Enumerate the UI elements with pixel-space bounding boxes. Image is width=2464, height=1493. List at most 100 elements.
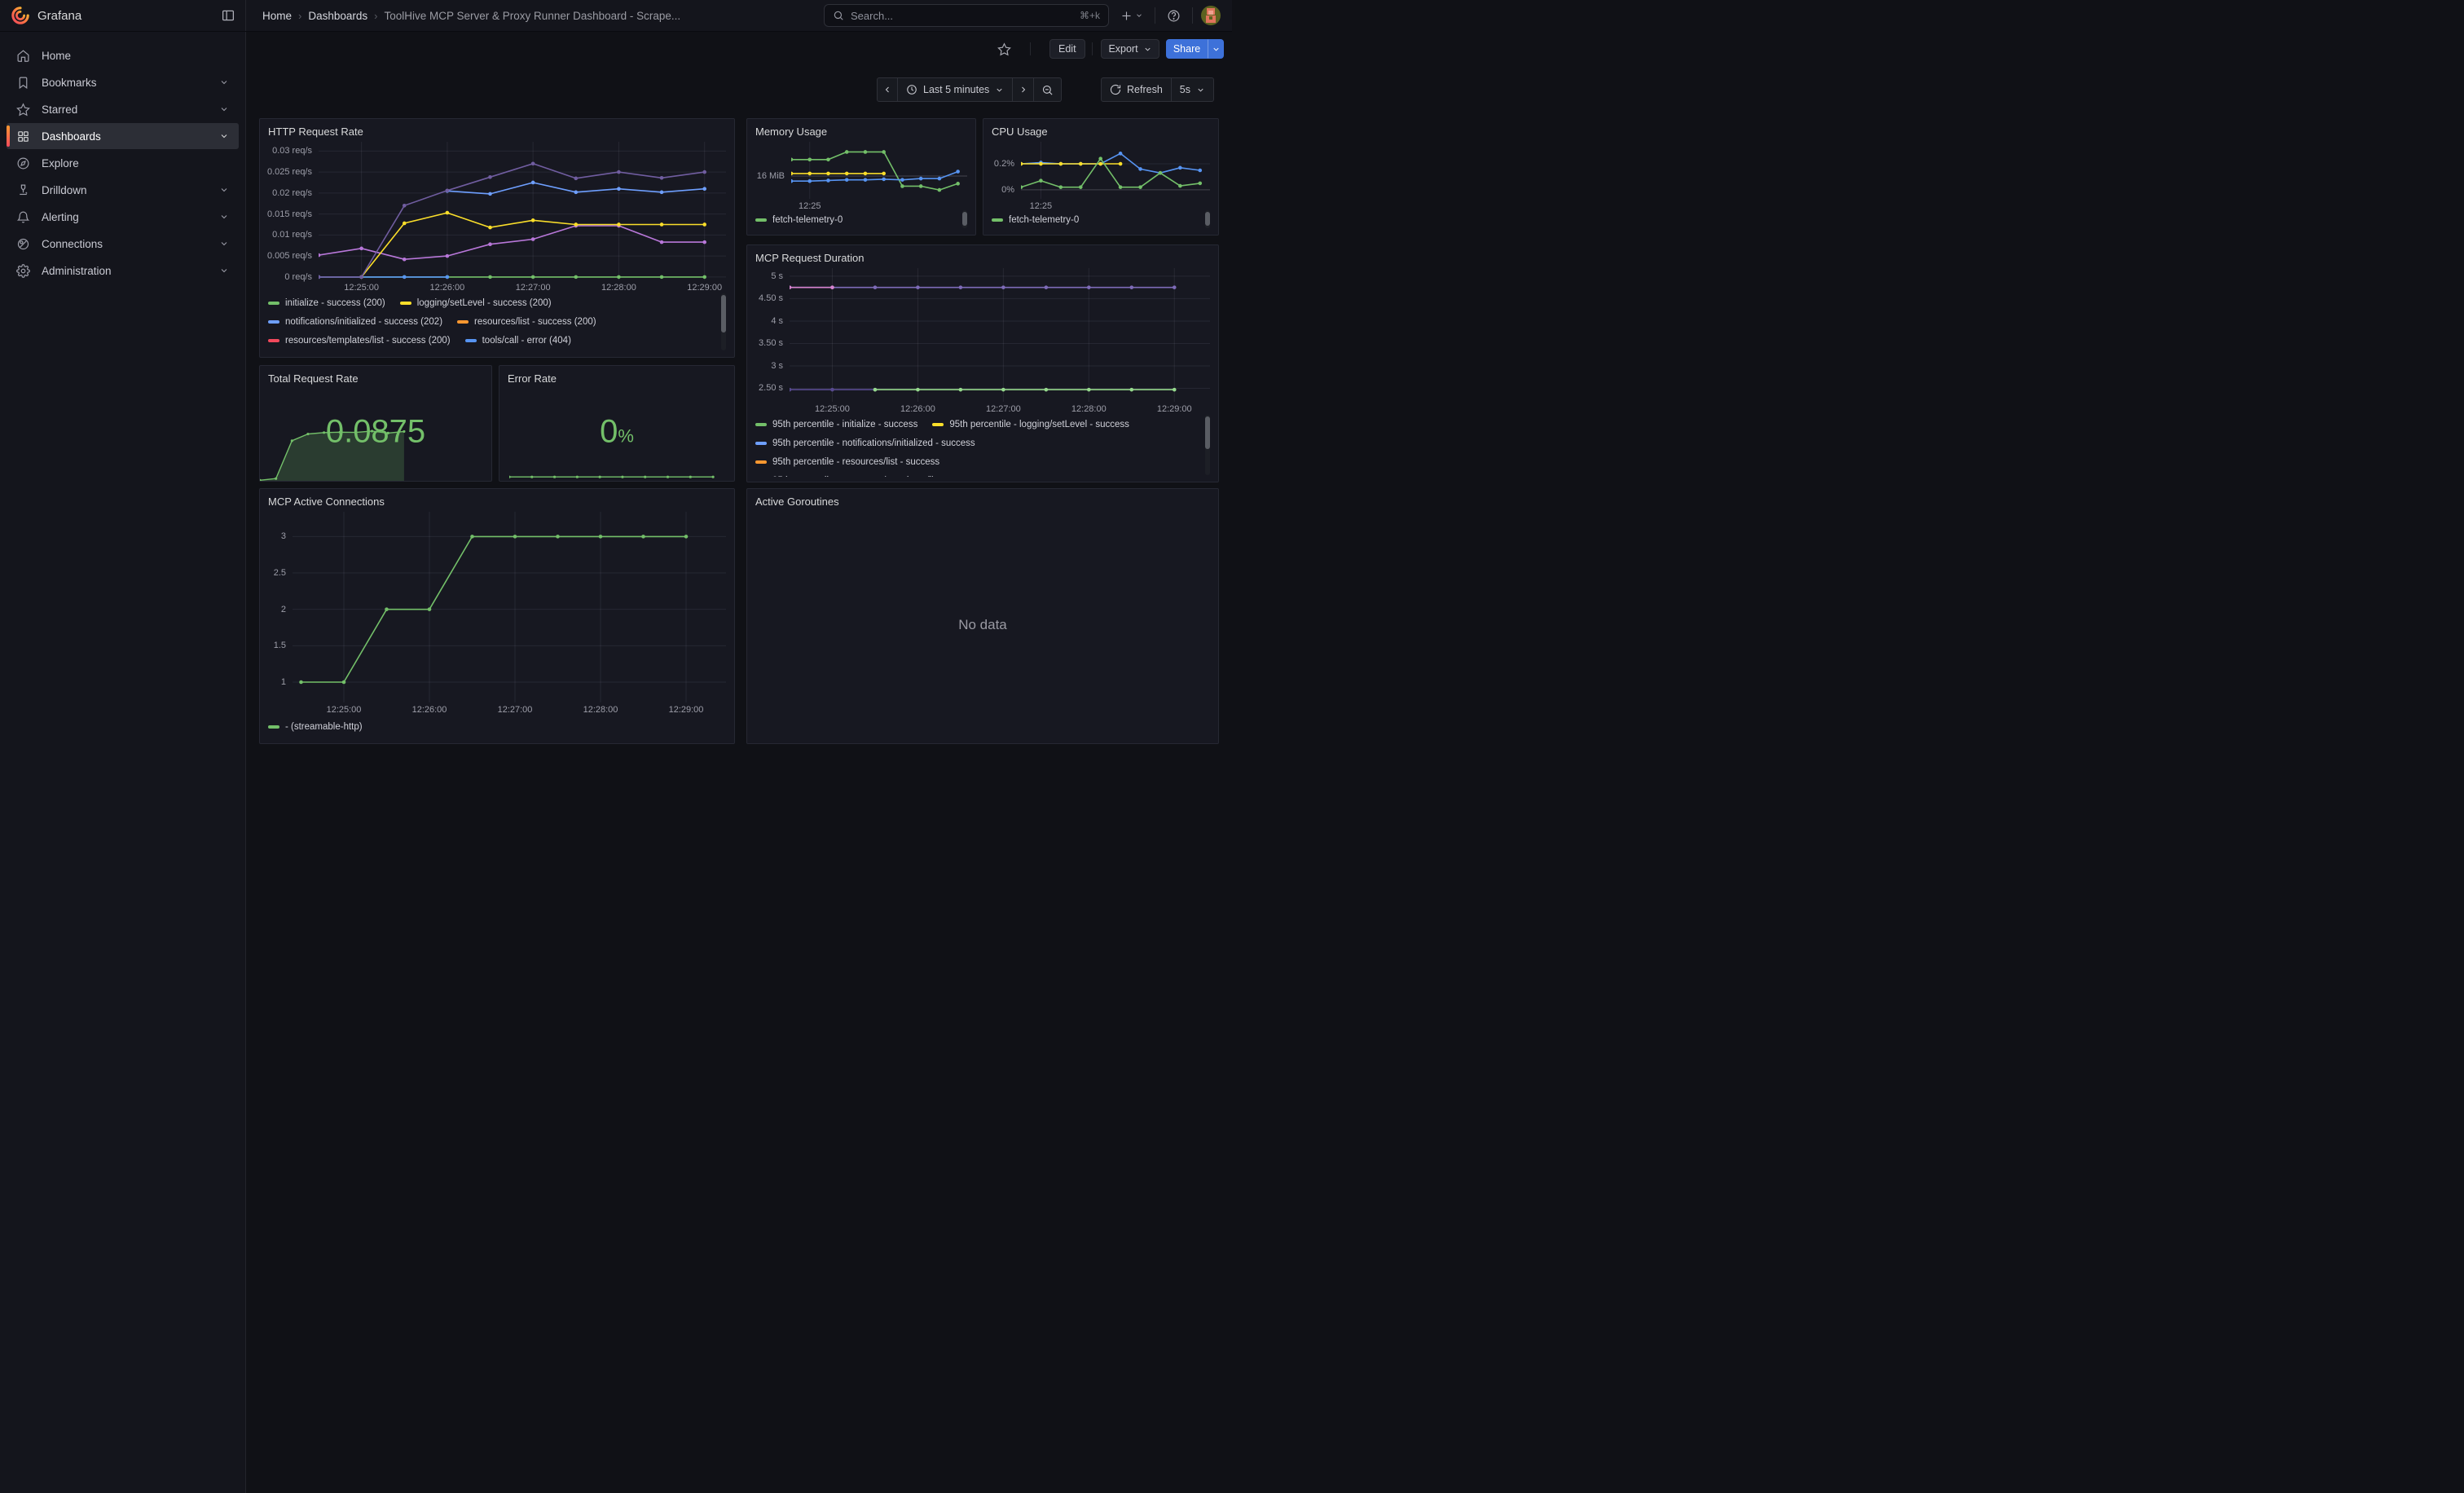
chevron-down-icon: [219, 131, 229, 141]
legend-label: fetch-telemetry-0: [772, 215, 843, 225]
panel-title[interactable]: Total Request Rate: [268, 371, 483, 389]
active-indicator: [7, 126, 10, 147]
breadcrumb-dashboards[interactable]: Dashboards: [308, 10, 367, 22]
panel-mcp-request-duration: MCP Request Duration 5 s4.50 s4 s3.50 s3…: [746, 244, 1219, 482]
chevron-down-icon: [219, 77, 229, 87]
time-range-back-button[interactable]: [877, 77, 898, 102]
legend-item[interactable]: fetch-telemetry-0: [992, 215, 1079, 225]
legend-swatch: [755, 460, 767, 464]
mcp-active-connections-chart[interactable]: 11.522.5312:25:0012:26:0012:27:0012:28:0…: [268, 512, 726, 717]
legend-label: 95th percentile - notifications/initiali…: [772, 438, 975, 448]
panel-title[interactable]: MCP Active Connections: [268, 494, 726, 512]
bookmark-icon: [16, 76, 30, 90]
legend-swatch: [755, 423, 767, 426]
legend-swatch: [465, 339, 477, 342]
sidebar-item-dashboards[interactable]: Dashboards: [7, 123, 239, 149]
time-range-picker[interactable]: Last 5 minutes: [898, 77, 1013, 102]
share-dropdown-button[interactable]: [1208, 39, 1224, 59]
panel-title[interactable]: Error Rate: [508, 371, 726, 389]
drilldown-icon: [16, 183, 30, 197]
legend-scrollbar[interactable]: [1205, 415, 1210, 475]
refresh-icon: [1110, 84, 1121, 95]
sidebar-item-bookmarks[interactable]: Bookmarks: [7, 69, 239, 95]
legend-item[interactable]: 95th percentile - notifications/initiali…: [755, 438, 975, 448]
sidebar-item-starred[interactable]: Starred: [7, 96, 239, 122]
panel-title[interactable]: MCP Request Duration: [755, 250, 1210, 268]
panel-error-rate: Error Rate 0%: [499, 365, 735, 482]
stat-body: 0.0875: [268, 389, 483, 476]
share-button[interactable]: Share: [1166, 39, 1208, 59]
user-avatar[interactable]: [1201, 6, 1221, 25]
time-range-forward-button[interactable]: [1013, 77, 1034, 102]
legend-item[interactable]: 95th percentile - resources/list - succe…: [755, 457, 939, 467]
cpu-usage-chart[interactable]: 0.2%0%12:25: [992, 142, 1210, 210]
legend-label: initialize - success (200): [285, 298, 385, 308]
legend-item[interactable]: - (streamable-http): [268, 722, 363, 732]
sidebar-item-label: Connections: [42, 238, 208, 250]
cpu-legend: fetch-telemetry-0: [992, 210, 1210, 230]
panel-active-goroutines: Active Goroutines No data: [746, 488, 1219, 744]
panel-title[interactable]: CPU Usage: [992, 124, 1210, 142]
sidebar-item-label: Home: [42, 50, 229, 62]
search-input[interactable]: [851, 10, 1073, 22]
grafana-logo[interactable]: [11, 7, 29, 24]
legend-label: 95th percentile - resources/list - succe…: [772, 457, 939, 467]
sidebar-toggle-button[interactable]: [221, 8, 235, 23]
legend-item[interactable]: 95th percentile - logging/setLevel - suc…: [932, 420, 1129, 429]
help-button[interactable]: [1164, 6, 1184, 26]
panel-title[interactable]: Active Goroutines: [755, 494, 1210, 512]
star-icon: [16, 103, 30, 117]
legend-swatch: [932, 423, 944, 426]
legend-label: notifications/initialized - success (202…: [285, 317, 442, 327]
legend-scrollbar[interactable]: [721, 293, 726, 350]
legend-swatch: [992, 218, 1003, 222]
sidebar-nav: Home Bookmarks Starred Dashboards Explor…: [0, 32, 246, 1493]
panel-mcp-active-connections: MCP Active Connections 11.522.5312:25:00…: [259, 488, 735, 744]
legend-item[interactable]: 95th percentile - resources/templates/li…: [755, 476, 983, 478]
export-button[interactable]: Export: [1101, 39, 1159, 59]
sidebar-item-explore[interactable]: Explore: [7, 150, 239, 176]
legend-label: - (streamable-http): [285, 722, 363, 732]
legend-item[interactable]: fetch-telemetry-0: [755, 215, 843, 225]
no-data-message: No data: [755, 512, 1210, 738]
favorite-star-button[interactable]: [997, 42, 1011, 56]
sidebar-item-drilldown[interactable]: Drilldown: [7, 177, 239, 203]
duration-legend: 95th percentile - initialize - success 95…: [755, 415, 1210, 477]
new-menu-button[interactable]: [1117, 7, 1146, 25]
legend-label: 95th percentile - logging/setLevel - suc…: [949, 420, 1129, 429]
search-box[interactable]: ⌘+k: [824, 4, 1109, 27]
http-request-rate-chart[interactable]: 0 req/s0.005 req/s0.01 req/s0.015 req/s0…: [268, 142, 726, 293]
legend-item[interactable]: resources/list - success (200): [457, 317, 596, 327]
edit-button[interactable]: Edit: [1049, 39, 1085, 59]
legend-swatch: [755, 442, 767, 445]
refresh-interval-dropdown[interactable]: 5s: [1172, 77, 1214, 102]
legend-item[interactable]: logging/setLevel - success (200): [400, 298, 552, 308]
legend-scrollbar[interactable]: [1205, 210, 1210, 228]
breadcrumb: Home › Dashboards › ToolHive MCP Server …: [246, 10, 824, 22]
refresh-controls: Refresh 5s: [1101, 77, 1214, 102]
legend-item[interactable]: notifications/initialized - success (202…: [268, 317, 442, 327]
legend-item[interactable]: tools/call - error (404): [465, 336, 571, 346]
sidebar-item-home[interactable]: Home: [7, 42, 239, 68]
chevron-down-icon: [1196, 86, 1205, 95]
panel-title[interactable]: Memory Usage: [755, 124, 967, 142]
bell-icon: [16, 210, 30, 224]
legend-item[interactable]: resources/templates/list - success (200): [268, 336, 451, 346]
legend-label: resources/templates/list - success (200): [285, 336, 451, 346]
zoom-out-button[interactable]: [1034, 77, 1062, 102]
panel-title[interactable]: HTTP Request Rate: [268, 124, 726, 142]
sidebar-item-administration[interactable]: Administration: [7, 258, 239, 284]
legend-label: logging/setLevel - success (200): [417, 298, 552, 308]
breadcrumb-home[interactable]: Home: [262, 10, 292, 22]
legend-item[interactable]: initialize - success (200): [268, 298, 385, 308]
sidebar-item-alerting[interactable]: Alerting: [7, 204, 239, 230]
search-shortcut: ⌘+k: [1080, 10, 1100, 21]
mcp-request-duration-chart[interactable]: 5 s4.50 s4 s3.50 s3 s2.50 s12:25:0012:26…: [755, 268, 1210, 415]
refresh-button[interactable]: Refresh: [1101, 77, 1172, 102]
legend-item[interactable]: 95th percentile - initialize - success: [755, 420, 917, 429]
search-icon: [833, 10, 844, 21]
sidebar-item-connections[interactable]: Connections: [7, 231, 239, 257]
memory-usage-chart[interactable]: 16 MiB12:25: [755, 142, 967, 210]
gear-icon: [16, 264, 30, 278]
legend-scrollbar[interactable]: [962, 210, 967, 228]
